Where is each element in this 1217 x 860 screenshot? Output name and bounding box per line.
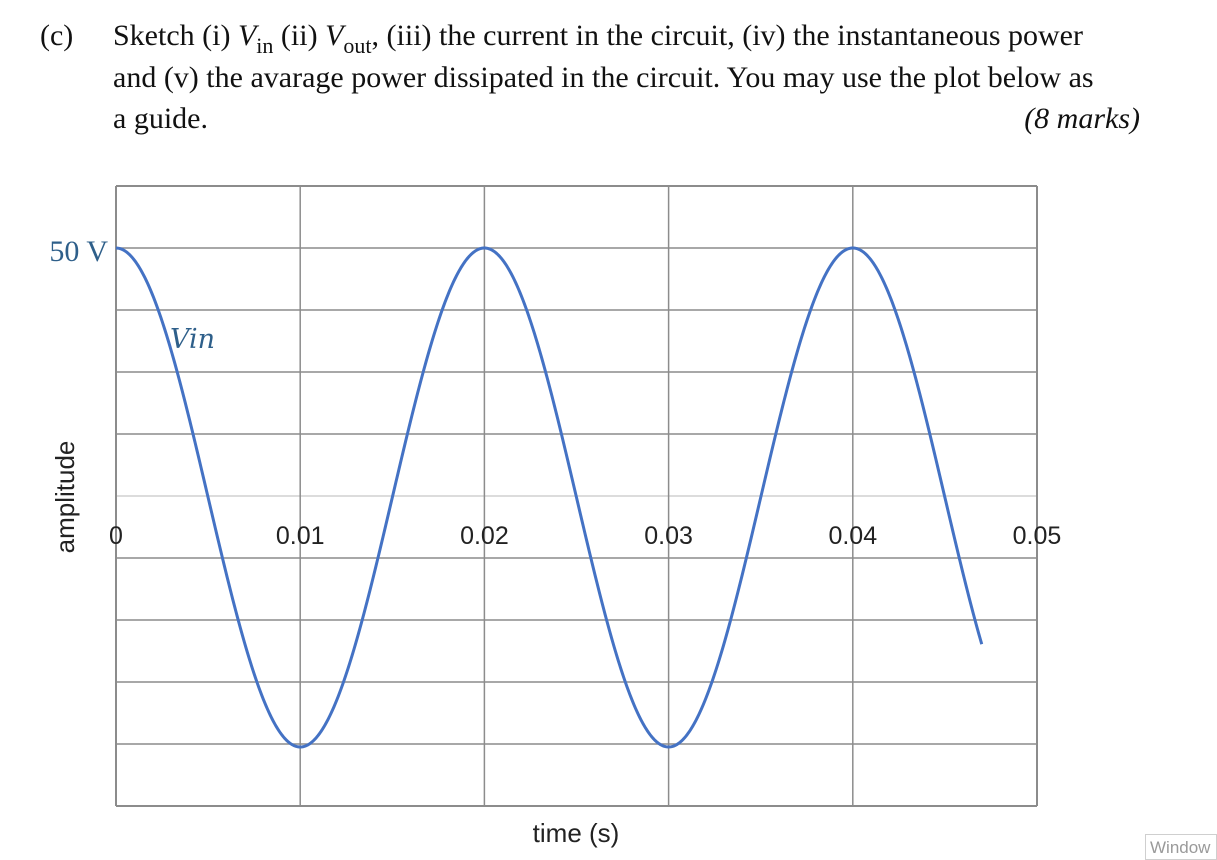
- x-axis-title: time (s): [533, 818, 620, 848]
- question-line-1-text-a: Sketch (i): [113, 19, 238, 52]
- chart-grid: [115, 185, 1038, 807]
- question-line-2: and (v) the avarage power dissipated in …: [113, 61, 1094, 94]
- chart-tick-labels: 0 0.01 0.02 0.03 0.04 0.05: [109, 522, 1061, 550]
- x-tick-label: 0.05: [1013, 522, 1062, 550]
- question-line-1: Sketch (i) Vin (ii) Vout, (iii) the curr…: [113, 16, 1083, 66]
- chart-area: 0 0.01 0.02 0.03 0.04 0.05 50 V Vin time (s) …: [0, 150, 1217, 860]
- question-line-1-text-c: , (iii) the current in the circuit, (iv)…: [371, 19, 1083, 52]
- windows-watermark: Window: [1145, 834, 1217, 860]
- x-tick-label: 0.01: [276, 522, 325, 550]
- x-tick-label: 0: [109, 522, 123, 550]
- y-tick-label-50v: 50 V: [49, 235, 108, 268]
- series-line-vin: [115, 246, 984, 749]
- vin-chart: 0 0.01 0.02 0.03 0.04 0.05 50 V Vin time (s) …: [49, 185, 1061, 848]
- vin-symbol: V: [237, 19, 257, 52]
- part-label: (c): [40, 19, 74, 52]
- x-tick-label: 0.03: [644, 522, 693, 550]
- x-tick-label: 0.02: [460, 522, 509, 550]
- chart-series-layer: [115, 246, 984, 749]
- question-line-3: a guide.: [113, 102, 208, 135]
- vout-subscript: out: [343, 33, 372, 58]
- y-axis-title: amplitude: [50, 441, 80, 554]
- x-tick-label: 0.04: [828, 522, 877, 550]
- question-text-block: (c) Sketch (i) Vin (ii) Vout, (iii) the …: [0, 0, 1217, 150]
- vin-annotation: Vin: [170, 324, 215, 355]
- vout-symbol: V: [325, 19, 344, 52]
- question-line-1-text-b: (ii): [273, 19, 326, 52]
- marks-label: (8 marks): [1024, 102, 1140, 135]
- vin-subscript: in: [256, 33, 274, 58]
